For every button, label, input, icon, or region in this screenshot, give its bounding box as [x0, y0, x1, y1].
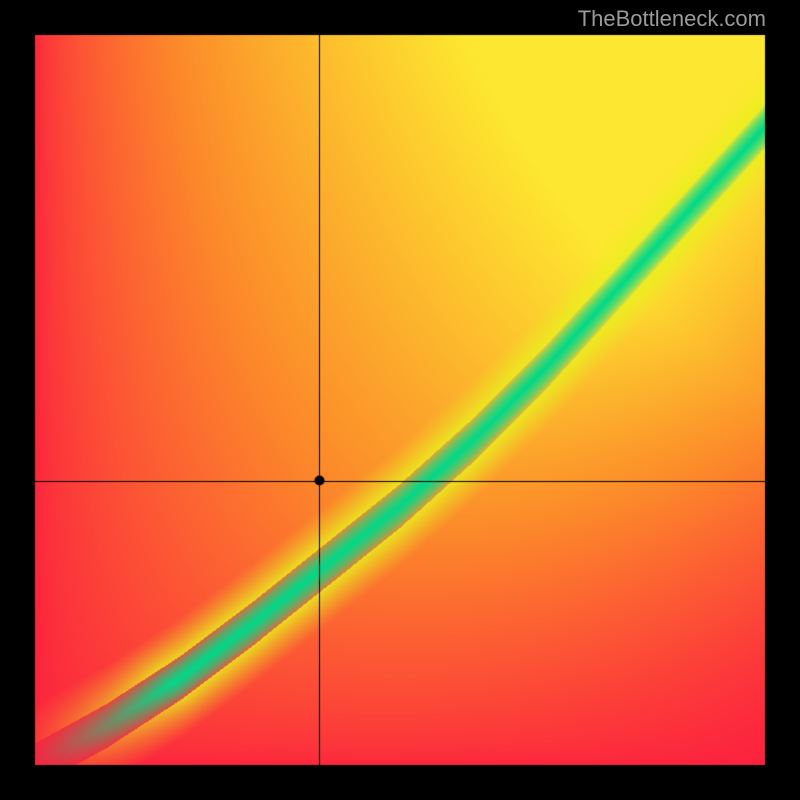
chart-container: TheBottleneck.com [0, 0, 800, 800]
heatmap-canvas [0, 0, 800, 800]
watermark-text: TheBottleneck.com [578, 6, 766, 32]
